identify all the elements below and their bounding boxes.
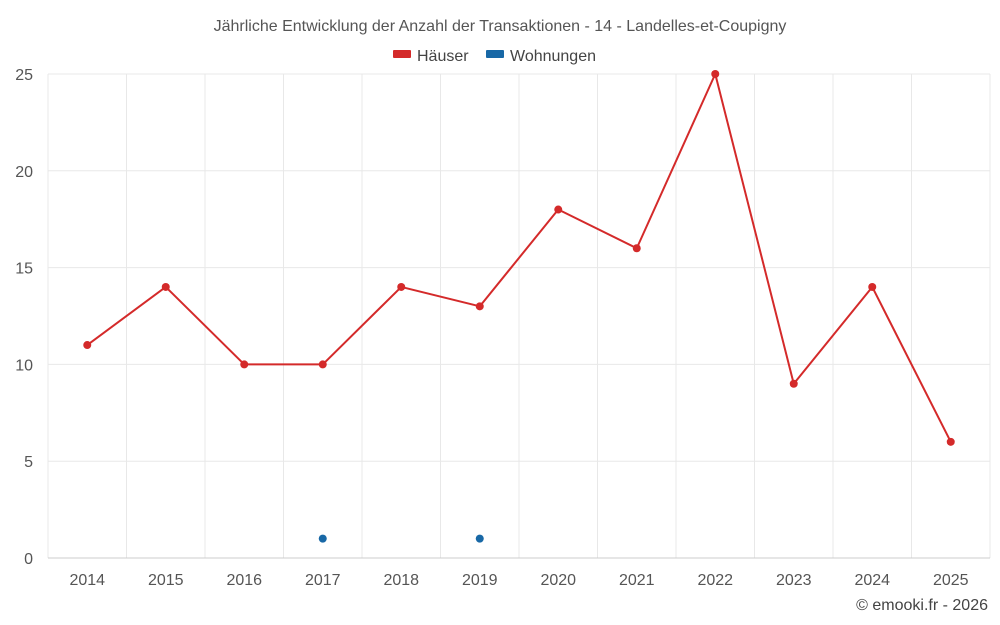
y-tick-label: 25	[15, 67, 33, 84]
series-wohnungen	[318, 534, 484, 543]
data-point-haeuser[interactable]	[397, 282, 406, 291]
data-point-wohnungen[interactable]	[475, 534, 484, 543]
data-point-haeuser[interactable]	[868, 282, 877, 291]
credit-text: © emooki.fr - 2026	[856, 597, 988, 614]
legend-label-wohnungen: Wohnungen	[510, 48, 596, 65]
x-tick-label: 2019	[462, 572, 498, 589]
x-tick-label: 2023	[776, 572, 812, 589]
series-line-haeuser	[86, 73, 952, 443]
x-tick-label: 2017	[305, 572, 341, 589]
x-tick-label: 2018	[383, 572, 419, 589]
legend-label-haeuser: Häuser	[417, 48, 469, 65]
legend-item-haeuser[interactable]: Häuser	[393, 48, 469, 65]
data-point-haeuser[interactable]	[946, 437, 955, 446]
x-tick-label: 2022	[697, 572, 733, 589]
y-tick-label: 10	[15, 357, 33, 374]
y-axis-ticks: 0 5 10 15 20 25	[15, 67, 33, 568]
data-point-haeuser[interactable]	[554, 205, 563, 214]
data-point-haeuser[interactable]	[161, 282, 170, 291]
x-gridlines	[47, 74, 991, 558]
y-tick-label: 15	[15, 261, 33, 278]
series-layer	[83, 70, 955, 543]
data-point-haeuser[interactable]	[475, 302, 484, 311]
legend: Häuser Wohnungen	[393, 48, 596, 65]
x-tick-label: 2015	[148, 572, 184, 589]
x-axis-ticks: 2014 2015 2016 2017 2018 2019 2020 2021 2022 2023…	[69, 572, 968, 589]
data-point-wohnungen[interactable]	[318, 534, 327, 543]
x-tick-label: 2025	[933, 572, 969, 589]
data-point-haeuser[interactable]	[318, 360, 327, 369]
chart-title: Jährliche Entwicklung der Anzahl der Tra…	[214, 18, 787, 35]
data-point-haeuser[interactable]	[83, 341, 92, 350]
legend-swatch-wohnungen	[486, 50, 504, 58]
data-point-haeuser[interactable]	[240, 360, 249, 369]
series-haeuser	[83, 70, 955, 446]
data-point-haeuser[interactable]	[632, 244, 641, 253]
data-point-haeuser[interactable]	[711, 70, 720, 78]
x-tick-label: 2024	[854, 572, 890, 589]
y-tick-label: 5	[24, 454, 33, 471]
x-tick-label: 2014	[69, 572, 105, 589]
y-tick-label: 0	[24, 551, 33, 568]
y-gridlines	[48, 73, 990, 462]
y-tick-label: 20	[15, 164, 33, 181]
legend-swatch-haeuser	[393, 50, 411, 58]
data-point-haeuser[interactable]	[789, 379, 798, 388]
legend-item-wohnungen[interactable]: Wohnungen	[486, 48, 596, 65]
x-tick-label: 2016	[226, 572, 262, 589]
x-tick-label: 2020	[540, 572, 576, 589]
x-tick-label: 2021	[619, 572, 655, 589]
